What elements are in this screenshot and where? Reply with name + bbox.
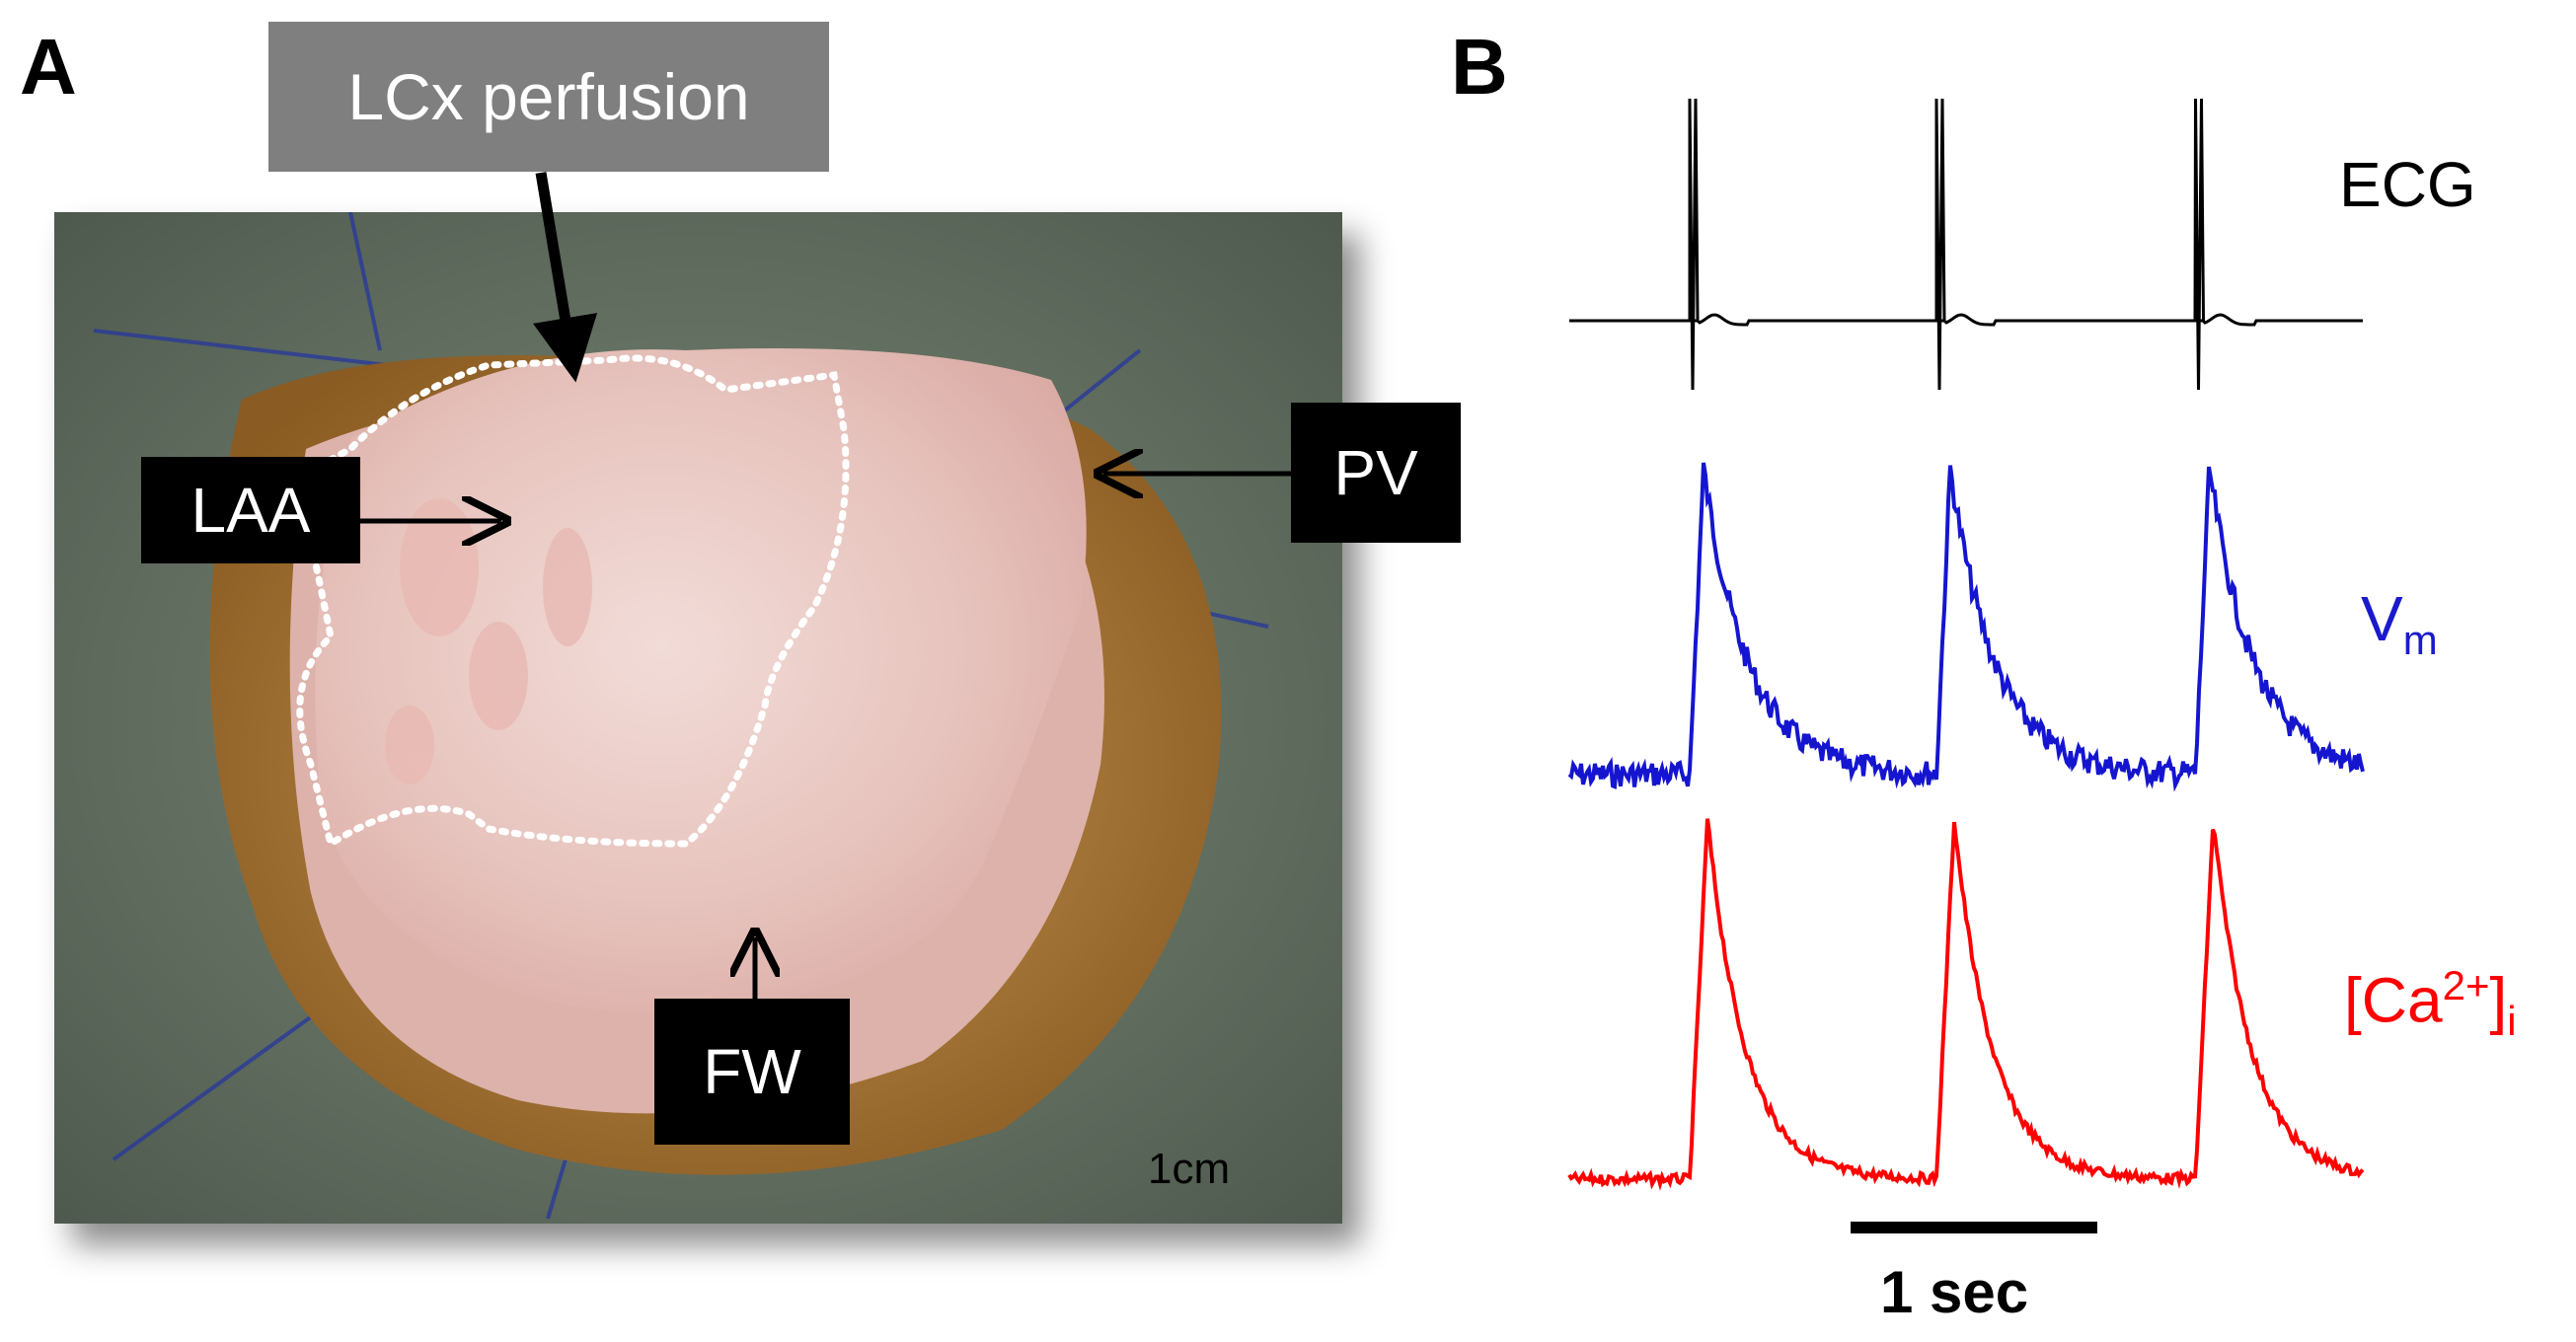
ecg-trace [1569, 98, 2363, 391]
fw-label: FW [654, 999, 850, 1145]
vm-label-main: V [2361, 583, 2403, 654]
panel-letter-b: B [1451, 23, 1508, 111]
perfusion-outline [291, 354, 850, 850]
ca-label-open: [Ca [2344, 964, 2443, 1036]
calcium-label: [Ca2+]i [2344, 962, 2517, 1045]
panel-letter-a: A [20, 23, 77, 111]
vm-label-sub: m [2402, 616, 2438, 663]
pectinate-muscles [385, 498, 592, 784]
lcx-arrow [533, 172, 598, 383]
laa-label: LAA [141, 457, 360, 563]
ca-label-sub: i [2507, 998, 2517, 1045]
ca-label-close: ] [2489, 964, 2508, 1036]
calcium-trace [1567, 818, 2365, 1191]
vm-label: Vm [2361, 582, 2438, 664]
lcx-perfusion-label: LCx perfusion [268, 22, 829, 172]
ca-label-sup: 2+ [2442, 962, 2490, 1008]
time-scale-label: 1 sec [1880, 1259, 2029, 1325]
ecg-label: ECG [2339, 149, 2476, 220]
time-scale-bar [1851, 1222, 2097, 1233]
pv-label: PV [1291, 403, 1461, 543]
scale-bar-label: 1cm [1148, 1145, 1231, 1193]
vm-trace [1567, 462, 2365, 792]
